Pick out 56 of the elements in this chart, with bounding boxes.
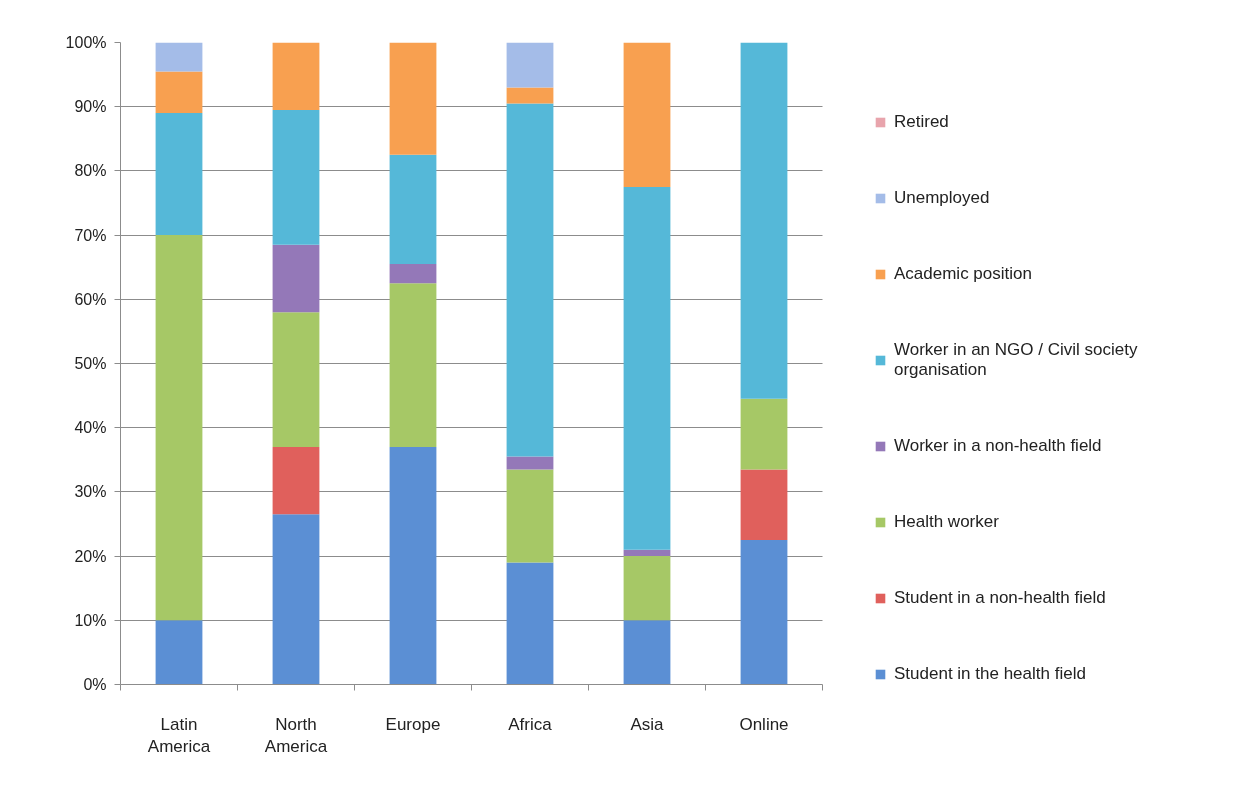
- legend-label: Academic position: [894, 264, 1032, 284]
- bar: [155, 235, 203, 621]
- legend-label: Retired: [894, 112, 949, 132]
- bar: [506, 456, 554, 470]
- bar: [623, 186, 671, 550]
- bar: [623, 549, 671, 557]
- bar: [389, 154, 437, 264]
- bar: [623, 620, 671, 685]
- legend-label: Unemployed: [894, 188, 990, 208]
- x-tick-label: Asia: [630, 714, 665, 734]
- bar: [506, 103, 554, 457]
- bar: [389, 283, 437, 447]
- legend-label: Worker in an NGO / Civil society organisation: [894, 340, 1138, 380]
- y-tick-label: 80%: [74, 162, 107, 180]
- bar: [623, 42, 671, 187]
- legend-label: Health worker: [894, 512, 999, 532]
- y-tick-label: 40%: [74, 419, 107, 437]
- bar: [740, 398, 788, 470]
- y-tick-label: 0%: [83, 676, 107, 693]
- bar: [155, 71, 203, 114]
- bar: [272, 109, 320, 245]
- x-tick-label: Online: [739, 714, 789, 734]
- x-tick-label: Latin America: [147, 714, 211, 757]
- bar: [272, 42, 320, 110]
- legend-label: Student in the health field: [894, 664, 1086, 684]
- x-tick-label: Europe: [385, 714, 441, 734]
- bar: [740, 469, 788, 541]
- y-tick-label: 60%: [74, 290, 107, 308]
- bar: [272, 514, 320, 685]
- y-tick-label: 90%: [74, 98, 107, 116]
- bar: [155, 620, 203, 685]
- y-tick-label: 10%: [74, 611, 107, 629]
- legend-label: Worker in a non-health field: [894, 436, 1102, 456]
- x-tick-label: Africa: [508, 714, 553, 734]
- bar: [389, 446, 437, 685]
- x-tick-label: North America: [264, 714, 328, 757]
- bar: [389, 42, 437, 155]
- bar: [155, 42, 203, 72]
- bar: [740, 42, 788, 399]
- y-tick-label: 70%: [74, 226, 107, 244]
- y-tick-label: 20%: [74, 547, 107, 565]
- bar: [389, 263, 437, 284]
- bar: [506, 562, 554, 685]
- bar: [506, 42, 554, 88]
- bar: [272, 312, 320, 447]
- bar: [272, 244, 320, 313]
- bar: [623, 556, 671, 621]
- bar: [155, 113, 203, 236]
- bar: [506, 469, 554, 563]
- y-tick-label: 100%: [65, 34, 107, 51]
- bar: [506, 87, 554, 104]
- bar: [740, 540, 788, 685]
- bar: [272, 446, 320, 515]
- y-tick-label: 30%: [74, 483, 107, 501]
- legend-label: Student in a non-health field: [894, 588, 1106, 608]
- y-tick-label: 50%: [74, 355, 107, 372]
